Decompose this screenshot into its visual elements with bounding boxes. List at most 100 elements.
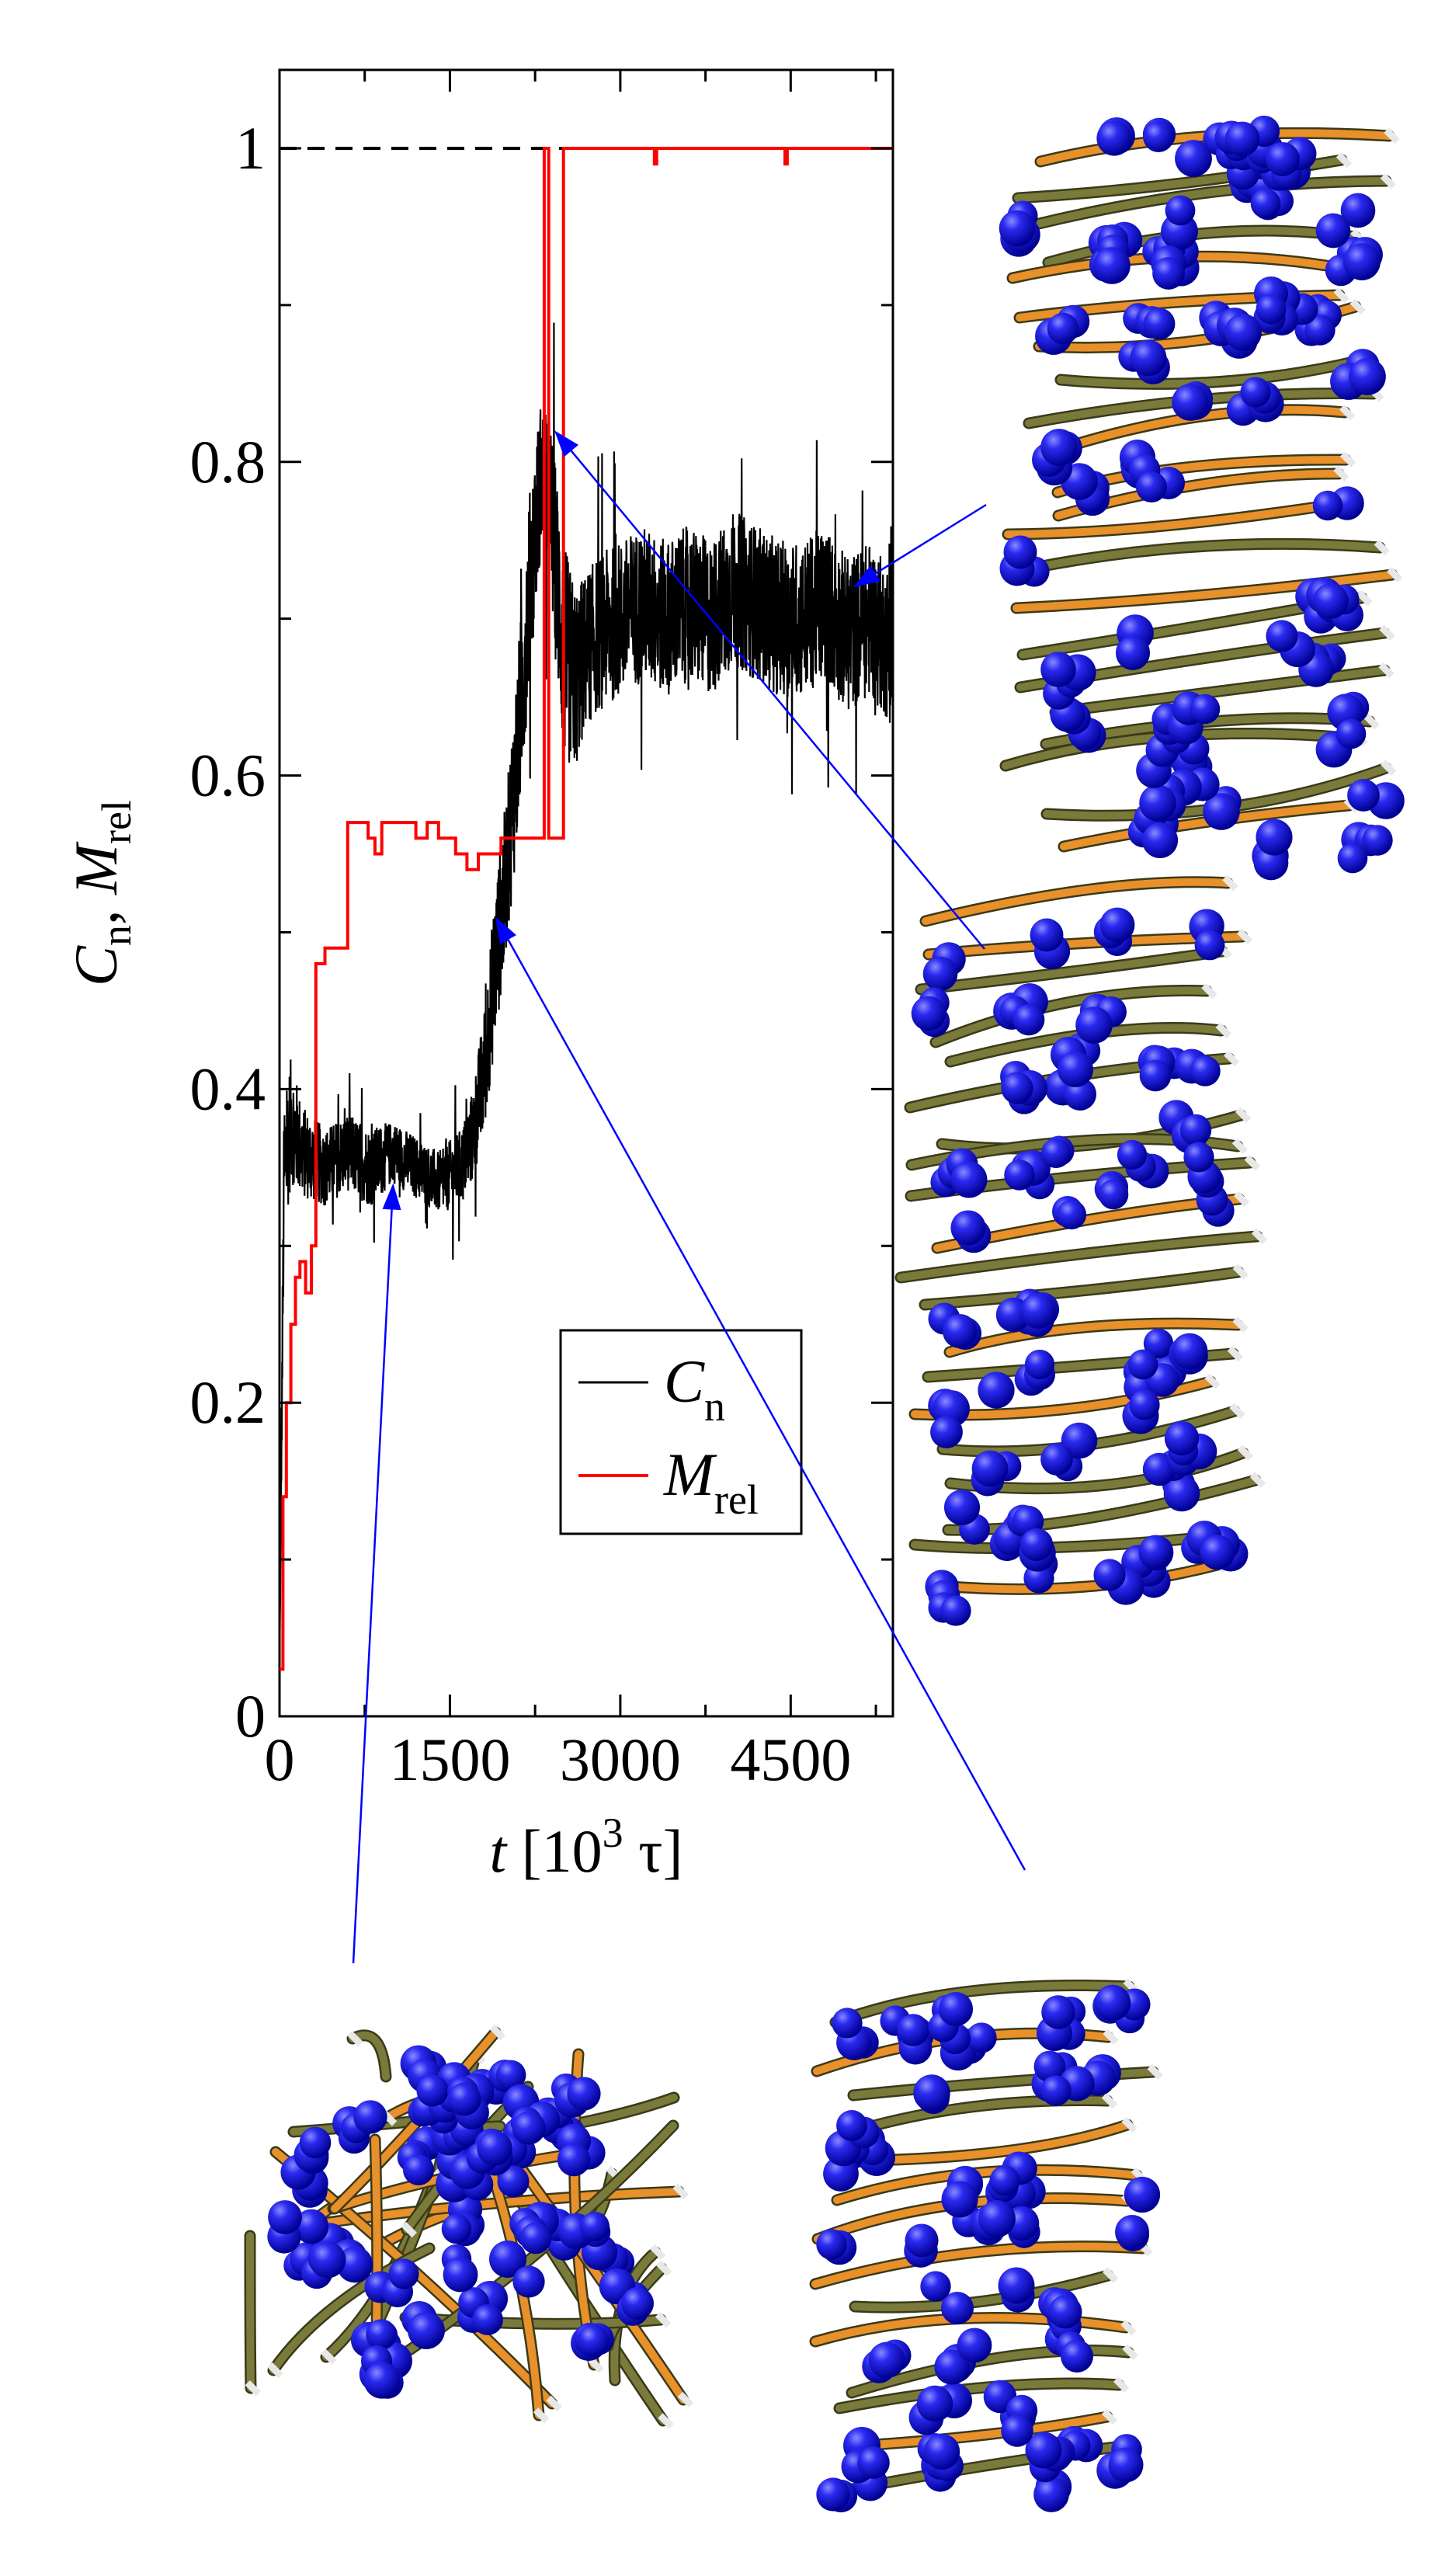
ribbon-end: [489, 2024, 505, 2041]
ribbon-end: [1231, 1138, 1249, 1155]
series-line-cn: [280, 322, 893, 1670]
ribbon-end: [1121, 2117, 1138, 2133]
legend-label-cn: Cn: [664, 1347, 725, 1430]
y-axis-label-c: C: [62, 945, 130, 986]
bead: [1315, 213, 1351, 249]
bead: [1165, 195, 1196, 226]
bead: [1143, 308, 1176, 340]
bead: [495, 2060, 526, 2091]
bead: [836, 2110, 867, 2141]
pointer-line: [352, 1209, 393, 1964]
bead: [934, 2349, 970, 2385]
ribbon-end: [1374, 540, 1390, 556]
bead: [897, 2014, 929, 2046]
ribbon-strand: [811, 2242, 1146, 2288]
ribbon-end: [267, 2362, 283, 2379]
bead: [579, 2211, 610, 2242]
bead: [1200, 1535, 1235, 1570]
ribbon-strand: [932, 986, 1210, 1046]
bead: [1096, 120, 1132, 156]
bead: [1040, 2075, 1072, 2106]
pointer-arrows: [352, 430, 1026, 1964]
y-tick-label: 0.4: [190, 1055, 266, 1122]
ribbon-end: [1379, 624, 1395, 641]
bead: [1240, 377, 1271, 408]
ribbon-end: [1235, 1107, 1252, 1123]
ribbon-end: [1232, 1264, 1249, 1280]
ribbon-strand: [946, 1319, 1242, 1356]
bead: [1190, 694, 1221, 725]
bead: [1312, 490, 1343, 521]
bead: [1093, 247, 1131, 284]
x-axis-label-unit: τ]: [623, 1817, 683, 1885]
ribbon-end: [677, 2391, 694, 2408]
bead: [971, 1450, 1009, 1487]
ribbon-end: [1237, 1444, 1253, 1461]
ribbon-end: [1227, 1346, 1244, 1362]
x-tick-label: 3000: [560, 1726, 681, 1793]
ribbon-end: [1201, 982, 1217, 999]
bead: [388, 2258, 419, 2289]
bead: [832, 2008, 863, 2039]
bead: [1129, 1389, 1160, 1420]
bead: [1127, 1349, 1158, 1380]
bead: [1075, 1006, 1113, 1044]
inset-top-right-structure: [999, 115, 1405, 881]
plot-frame: [278, 68, 894, 1718]
ribbon-end: [672, 2183, 689, 2199]
ribbon-end: [1236, 928, 1253, 945]
bead: [1340, 193, 1376, 228]
tick-labels-layer: 0 1500 3000 4500 0 0.2 0.4 0.6 0.8 1: [190, 114, 852, 1793]
bead: [1139, 784, 1176, 822]
bead: [950, 1210, 986, 1246]
bead: [1362, 825, 1393, 856]
bead: [1266, 142, 1300, 176]
ribbon-end: [1244, 1155, 1260, 1171]
ribbon-strand: [505, 2148, 687, 2404]
ribbon-end: [1103, 2028, 1119, 2045]
bead: [1061, 1422, 1098, 1459]
bead: [1347, 779, 1380, 812]
bead: [477, 2130, 512, 2166]
bead: [1135, 471, 1168, 503]
bead: [940, 2291, 974, 2325]
ribbon-end: [1349, 298, 1366, 315]
ribbon-end: [655, 2260, 672, 2277]
bead: [1057, 1051, 1094, 1088]
bead: [913, 2074, 950, 2112]
x-axis-label-bracket: [10: [506, 1817, 602, 1885]
series-layer: [280, 147, 893, 1671]
ticks-layer: [278, 70, 893, 1718]
bead: [512, 2111, 546, 2145]
ribbon-strand: [1004, 498, 1356, 538]
bead: [416, 2074, 449, 2107]
bead: [1224, 314, 1262, 351]
bead: [1047, 312, 1079, 345]
ribbon-strand: [246, 2232, 255, 2392]
bead: [999, 210, 1036, 247]
ribbon-end: [1384, 127, 1400, 144]
bead: [940, 1595, 971, 1626]
bead: [1041, 1995, 1075, 2029]
bead: [1337, 843, 1368, 874]
ribbon-end: [1380, 760, 1397, 776]
bead: [408, 2312, 445, 2349]
bead: [998, 2267, 1035, 2304]
bead: [268, 2200, 302, 2234]
ribbon-end: [1378, 662, 1395, 679]
bead: [1172, 384, 1209, 421]
ribbon-strand: [1051, 666, 1388, 716]
bead: [1040, 652, 1076, 687]
x-axis-label: t [103 τ]: [490, 1809, 683, 1885]
ribbon-end: [245, 2380, 261, 2397]
ribbon-strand: [848, 2346, 1132, 2397]
bead: [922, 956, 958, 992]
ribbon-strand: [922, 878, 1231, 925]
ribbon-strand: [349, 2031, 390, 2081]
ribbon-end: [533, 2407, 550, 2424]
bead: [1056, 1199, 1087, 1230]
ribbon-strand: [917, 947, 1226, 993]
ribbon-end: [1387, 566, 1403, 583]
bead: [1012, 1003, 1045, 1036]
ribbon-end: [1229, 1403, 1245, 1419]
